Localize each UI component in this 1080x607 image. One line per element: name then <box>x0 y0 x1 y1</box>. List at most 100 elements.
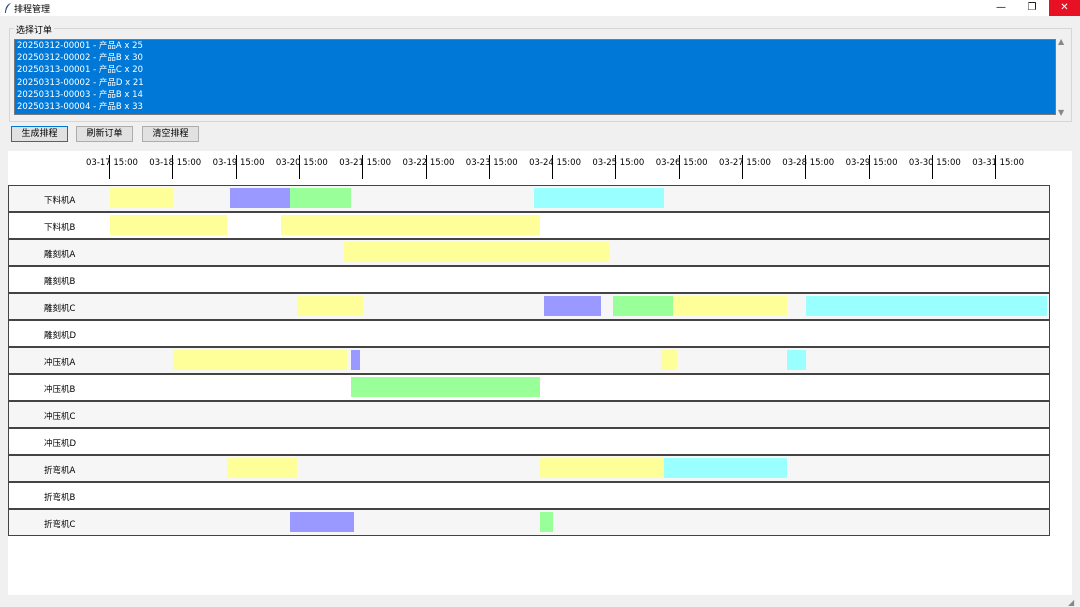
task-bar[interactable] <box>613 296 674 316</box>
task-bar[interactable] <box>173 350 348 370</box>
task-bar[interactable] <box>540 512 554 532</box>
task-bar[interactable] <box>663 458 788 478</box>
timeline-tick-label: 03-31 15:00 <box>972 158 1025 168</box>
order-listbox[interactable]: 20250312-00001 - 产品A x 25 20250312-00002 … <box>14 39 1056 115</box>
timeline-tick-line <box>109 155 110 179</box>
task-bar[interactable] <box>660 350 677 370</box>
task-bar[interactable] <box>280 215 541 235</box>
order-group-label: 选择订单 <box>14 23 55 36</box>
order-list-item[interactable]: 20250313-00001 - 产品C x 20 <box>17 65 144 76</box>
machine-row: 雕刻机C <box>8 293 1050 320</box>
title-bar: 排程管理 — ❐ ✕ <box>0 0 1080 16</box>
machine-row: 冲压机B <box>8 374 1050 401</box>
machine-label: 冲压机D <box>44 439 77 449</box>
minimize-button[interactable]: — <box>996 2 1006 13</box>
machine-label: 折弯机A <box>44 466 76 476</box>
task-bar[interactable] <box>290 188 351 208</box>
task-bar[interactable] <box>296 296 364 316</box>
task-bar[interactable] <box>806 296 1047 316</box>
clear-schedule-button[interactable]: 清空排程 <box>142 126 199 142</box>
machine-label: 冲压机C <box>44 412 76 422</box>
timeline-tick-label: 03-24 15:00 <box>529 158 581 168</box>
machine-row: 下料机B <box>8 212 1050 239</box>
task-bar[interactable] <box>230 188 291 208</box>
order-list-item[interactable]: 20250313-00003 - 产品B x 14 <box>17 89 143 100</box>
machine-label: 下料机A <box>44 196 76 206</box>
task-bar[interactable] <box>350 350 361 370</box>
generate-schedule-button[interactable]: 生成排程 <box>11 126 68 142</box>
machine-label: 冲压机B <box>44 385 76 395</box>
timeline-tick-line <box>615 155 617 179</box>
timeline-tick-label: 03-23 15:00 <box>465 158 518 168</box>
machine-row: 雕刻机D <box>8 320 1050 347</box>
timeline-tick-line <box>235 155 237 179</box>
feather-icon <box>5 3 11 13</box>
task-bar[interactable] <box>290 512 354 532</box>
machine-label: 折弯机B <box>44 493 76 503</box>
timeline-tick-label: 03-25 15:00 <box>592 158 645 168</box>
task-bar[interactable] <box>110 215 228 235</box>
order-list-item[interactable]: 20250312-00001 - 产品A x 25 <box>17 41 143 51</box>
machine-label: 折弯机C <box>44 520 76 530</box>
timeline-tick-line <box>931 155 933 179</box>
gantt-canvas[interactable]: 03-17 15:00 03-18 15:00 03-19 15:00 03-20 1… <box>8 151 1072 595</box>
refresh-orders-button[interactable]: 刷新订单 <box>76 126 133 142</box>
timeline-tick-line <box>172 155 174 179</box>
timeline-tick-label: 03-20 15:00 <box>275 158 328 168</box>
machine-row: 折弯机A <box>8 455 1050 482</box>
order-list-item[interactable]: 20250313-00002 - 产品D x 21 <box>17 77 144 88</box>
timeline-tick-line <box>552 155 554 179</box>
machine-label: 雕刻机C <box>44 304 76 314</box>
timeline-tick-line <box>742 155 743 179</box>
machine-label: 下料机B <box>44 223 76 233</box>
timeline-tick-label: 03-19 15:00 <box>212 158 265 168</box>
maximize-button[interactable]: ❐ <box>1027 2 1037 13</box>
timeline-tick-label: 03-21 15:00 <box>339 158 392 168</box>
order-list-item[interactable]: 20250312-00002 - 产品B x 30 <box>17 53 143 64</box>
task-bar[interactable] <box>540 458 664 478</box>
timeline-tick-label: 03-27 15:00 <box>719 158 771 168</box>
close-button[interactable]: ✕ <box>1049 0 1080 16</box>
timeline-tick-label: 03-26 15:00 <box>655 158 708 168</box>
timeline-tick-label: 03-30 15:00 <box>908 158 961 168</box>
machine-row: 雕刻机A <box>8 239 1050 266</box>
timeline-tick-line <box>425 155 427 179</box>
timeline-tick-line <box>805 155 807 179</box>
machine-row: 冲压机D <box>8 428 1050 455</box>
task-bar[interactable] <box>344 242 611 262</box>
machine-row: 雕刻机B <box>8 266 1050 293</box>
order-group-frame <box>9 28 1072 122</box>
machine-row: 冲压机A <box>8 347 1050 374</box>
timeline-tick-line <box>995 155 997 179</box>
order-list-item[interactable]: 20250313-00004 - 产品B x 33 <box>17 101 143 112</box>
timeline-tick-line <box>868 155 870 179</box>
machine-label: 冲压机A <box>44 358 76 368</box>
task-bar[interactable] <box>543 296 601 316</box>
timeline-tick-line <box>678 155 680 179</box>
machine-row: 下料机A <box>8 185 1050 212</box>
scroll-down-icon[interactable]: ▼ <box>1058 108 1065 117</box>
machine-label: 雕刻机D <box>44 331 77 341</box>
timeline-tick-line <box>488 155 490 179</box>
timeline-tick-label: 03-28 15:00 <box>782 158 835 168</box>
machine-row: 折弯机C <box>8 509 1050 536</box>
task-bar[interactable] <box>227 458 297 478</box>
task-bar[interactable] <box>787 350 807 370</box>
task-bar[interactable] <box>350 377 541 397</box>
timeline-tick-label: 03-18 15:00 <box>149 158 202 168</box>
task-bar[interactable] <box>110 188 174 208</box>
resize-grip-icon[interactable]: ◢ <box>1068 598 1075 607</box>
scroll-up-icon[interactable]: ▲ <box>1058 37 1065 46</box>
timeline-tick-line <box>298 155 300 179</box>
machine-row: 冲压机C <box>8 401 1050 428</box>
window-title: 排程管理 <box>14 5 51 15</box>
timeline-tick-label: 03-29 15:00 <box>845 158 898 168</box>
machine-row: 折弯机B <box>8 482 1050 509</box>
timeline-tick-line <box>362 155 364 179</box>
machine-label: 雕刻机A <box>44 250 76 260</box>
machine-label: 雕刻机B <box>44 277 76 287</box>
timeline-tick-label: 03-17 15:00 <box>86 158 138 168</box>
timeline-tick-label: 03-22 15:00 <box>402 158 455 168</box>
task-bar[interactable] <box>673 296 788 316</box>
task-bar[interactable] <box>534 188 664 208</box>
